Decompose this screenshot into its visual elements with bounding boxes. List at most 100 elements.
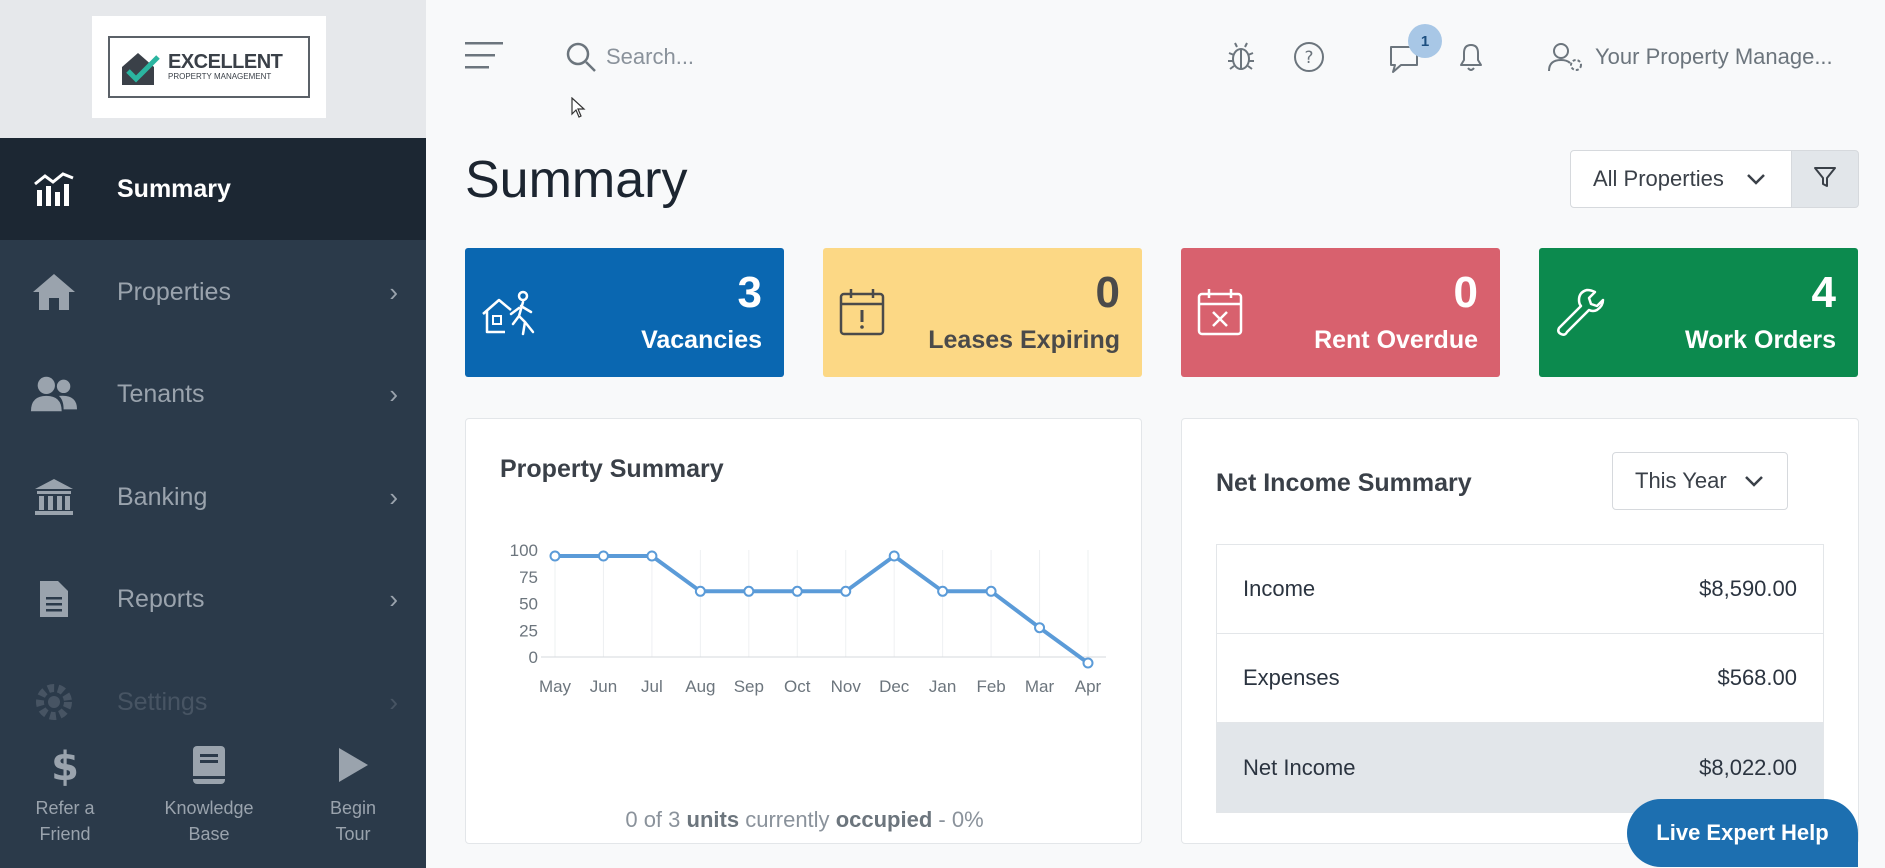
data-point [985,585,997,597]
calendar-alert-icon [837,286,887,343]
top-header: Search... ? 1 Your Property Manage... [426,0,1885,115]
occupancy-middle: currently [745,807,830,832]
company-logo[interactable]: EXCELLENT PROPERTY MANAGEMENT [92,16,326,118]
data-point [1082,657,1094,669]
play-icon [288,735,418,795]
y-tick-label: 25 [519,621,538,640]
logo-title: EXCELLENT [168,51,283,73]
occupancy-count: 0 of 3 [625,807,681,832]
y-tick-label: 100 [510,541,538,560]
filter-button[interactable] [1791,150,1859,208]
period-select-value: This Year [1635,468,1727,493]
sidebar-item-summary[interactable]: Summary [0,138,426,240]
users-icon [30,370,78,418]
rent-overdue-label: Rent Overdue [1314,326,1478,354]
y-tick-label: 0 [529,648,538,667]
rent-overdue-card[interactable]: 0 Rent Overdue [1181,248,1500,377]
bank-icon [30,473,78,521]
leases-expiring-card[interactable]: 0 Leases Expiring [823,248,1142,377]
occupancy-line-chart: 0 25 50 75 100 May Jun Jul Aug Sep Oct Nov Dec Jan Feb… [510,541,1106,696]
chevron-right-icon: › [389,276,398,307]
work-orders-label: Work Orders [1685,326,1836,354]
user-settings-icon[interactable] [1546,40,1586,74]
help-icon[interactable]: ? [1292,40,1326,74]
logo-subtitle: PROPERTY MANAGEMENT [168,72,272,81]
vacancies-card[interactable]: 3 Vacancies [465,248,784,377]
vacancies-label: Vacancies [641,326,762,354]
refer-friend-button[interactable]: $ Refer a Friend [0,735,130,847]
sidebar-item-tenants[interactable]: Tenants › [0,343,426,445]
data-point [743,585,755,597]
tour-line2: Tour [335,824,371,844]
net-income-title: Net Income Summary [1216,469,1472,497]
x-tick-label: Jan [929,677,956,696]
expenses-value: $568.00 [1717,665,1797,690]
sidebar: EXCELLENT PROPERTY MANAGEMENT Summary Pr… [0,0,426,868]
svg-text:?: ? [1304,48,1313,68]
data-point [1034,622,1046,634]
x-tick-label: Nov [831,677,862,696]
sidebar-item-properties[interactable]: Properties › [0,241,426,343]
occupancy-units: units [686,807,740,832]
tour-line1: Begin [329,798,377,818]
property-summary-title: Property Summary [500,455,724,483]
house-walk-icon [479,286,541,347]
sidebar-item-label: Summary [117,174,231,203]
series-line [555,554,1090,665]
menu-icon[interactable] [462,38,506,74]
table-row: Expenses $568.00 [1217,634,1823,723]
occupancy-percent: - 0% [938,807,984,832]
kb-line1: Knowledge [164,798,254,818]
begin-tour-button[interactable]: Begin Tour [288,735,418,847]
refer-line1: Refer a [35,798,95,818]
income-value: $8,590.00 [1699,576,1797,601]
knowledge-base-button[interactable]: Knowledge Base [144,735,274,847]
user-name[interactable]: Your Property Manage... [1595,44,1833,69]
leases-expiring-value: 0 [1095,268,1120,317]
data-point [840,585,852,597]
period-select[interactable]: This Year [1612,452,1788,510]
chevron-right-icon: › [389,583,398,614]
dollar-icon: $ [0,735,130,795]
bell-icon[interactable] [1454,40,1488,74]
x-tick-label: Jul [641,677,663,696]
gear-icon [30,678,78,726]
x-tick-label: Aug [685,677,715,696]
chevron-down-icon [1743,467,1765,501]
mouse-cursor-icon [571,96,587,124]
work-orders-value: 4 [1811,268,1836,317]
wrench-icon [1553,286,1607,345]
search-icon[interactable] [564,40,598,74]
income-table: Income $8,590.00 Expenses $568.00 Net In… [1216,544,1824,813]
sidebar-item-banking[interactable]: Banking › [0,446,426,548]
data-point [888,550,900,562]
sidebar-item-label: Settings [117,687,208,716]
sidebar-item-label: Tenants [117,379,205,408]
calendar-x-icon [1195,286,1245,343]
chat-badge: 1 [1408,24,1442,58]
logo-area: EXCELLENT PROPERTY MANAGEMENT [0,0,426,138]
net-income-label: Net Income [1243,754,1356,780]
page-title: Summary [465,151,688,209]
refer-line2: Friend [39,824,91,844]
sidebar-item-settings[interactable]: Settings › [0,651,426,753]
x-tick-label: Apr [1075,677,1102,696]
table-row: Net Income $8,022.00 [1217,723,1823,812]
filter-icon [1812,164,1838,195]
live-expert-help-button[interactable]: Live Expert Help [1627,799,1858,867]
data-point [937,585,949,597]
chevron-right-icon: › [389,378,398,409]
chevron-right-icon: › [389,481,398,512]
work-orders-card[interactable]: 4 Work Orders [1539,248,1858,377]
search-input[interactable]: Search... [606,44,695,69]
report-icon [30,575,78,623]
sidebar-item-reports[interactable]: Reports › [0,548,426,650]
data-point [791,585,803,597]
sidebar-bottom-actions: $ Refer a Friend Knowledge Base Begin To… [0,735,426,868]
occupancy-text: 0 of 3 units currently occupied - 0% [466,807,1143,833]
property-select[interactable]: All Properties [1570,150,1792,208]
chart-icon [30,165,78,213]
bug-icon[interactable] [1224,40,1258,74]
property-select-value: All Properties [1593,166,1724,191]
leases-expiring-label: Leases Expiring [928,326,1120,354]
